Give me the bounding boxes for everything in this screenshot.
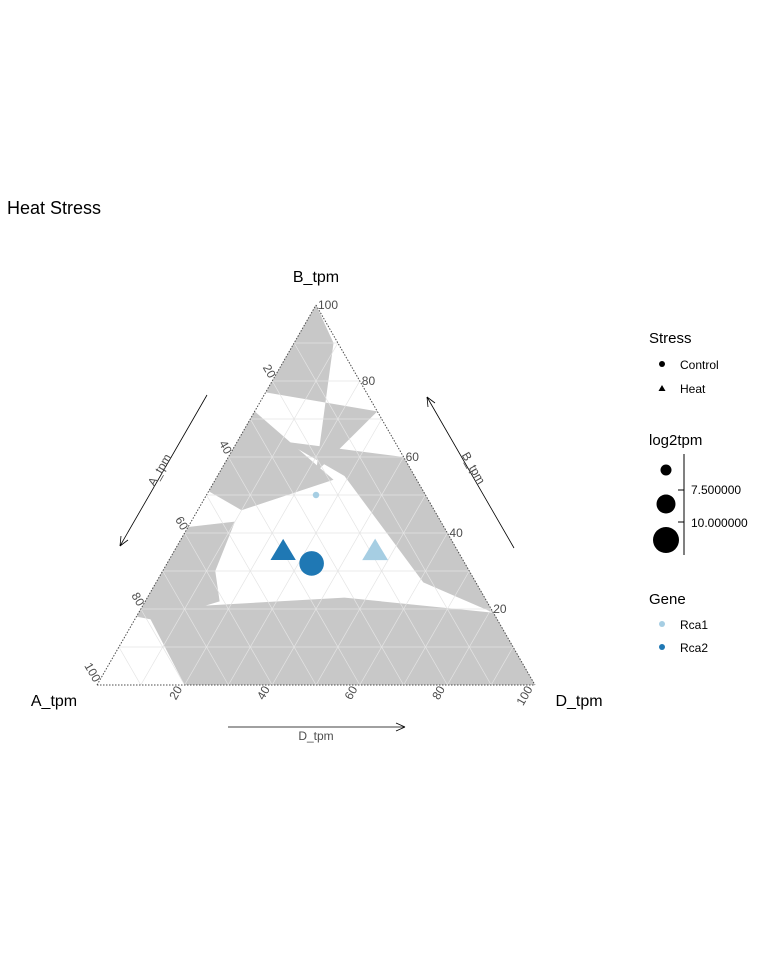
tick-b-20: 20 xyxy=(493,602,507,616)
grid-line-d xyxy=(490,646,514,686)
region-5 xyxy=(145,597,535,685)
point-rca1-control xyxy=(312,491,320,499)
axis-lines xyxy=(96,304,536,686)
grid-line-a xyxy=(140,608,185,686)
legend-size-medium xyxy=(656,494,676,514)
legend-size-label-2: 10.000000 xyxy=(691,516,748,530)
region-4 xyxy=(285,441,494,613)
vertex-label-b: B_tpm xyxy=(293,269,339,286)
tick-d-20: 20 xyxy=(166,683,185,702)
legend-rca1-symbol xyxy=(659,621,665,627)
edge-a-b xyxy=(96,304,317,686)
tick-d-100: 100 xyxy=(513,683,535,708)
tick-b-40: 40 xyxy=(449,526,463,540)
tick-b-80: 80 xyxy=(362,374,376,388)
legend-control-symbol xyxy=(659,361,665,367)
legend-rca1-label: Rca1 xyxy=(680,618,708,632)
tick-a-100: 100 xyxy=(81,660,103,685)
grid-line-d xyxy=(359,532,448,686)
grid-line-a xyxy=(118,646,142,686)
grid-line-d xyxy=(403,570,470,686)
legend-size: log2tpm 7.500000 10.000000 xyxy=(649,432,748,555)
edge-b-d xyxy=(315,304,536,686)
grid-lines xyxy=(118,342,514,686)
b-axis-arrow-label: B_tpm xyxy=(459,449,488,486)
grid-line-d xyxy=(228,418,383,686)
grid-line-a xyxy=(293,342,492,686)
region-1 xyxy=(208,411,334,511)
point-rca2-heat xyxy=(270,538,296,561)
legend-gene: Gene Rca1 Rca2 xyxy=(649,591,708,655)
legend-rca2-label: Rca2 xyxy=(680,641,708,655)
a-axis-arrow-label: A_tpm xyxy=(145,451,174,488)
tick-d-60: 60 xyxy=(342,683,361,702)
legend-size-label-1: 7.500000 xyxy=(691,483,741,497)
a-axis-arrow xyxy=(119,394,208,547)
legend-heat-symbol xyxy=(658,385,666,391)
legend-stress-title: Stress xyxy=(649,330,692,347)
tick-d-40: 40 xyxy=(254,683,273,702)
legend-heat-label: Heat xyxy=(680,382,706,396)
tick-b-100: 100 xyxy=(318,298,338,312)
grid-line-a xyxy=(184,532,273,686)
d-axis-arrow xyxy=(228,722,406,732)
grid-line-a xyxy=(162,570,229,686)
grid-line-d xyxy=(447,608,492,686)
tick-b-60: 60 xyxy=(406,450,420,464)
plot-area: 20 20 20 40 40 40 60 60 60 80 80 80 100 100 100 xyxy=(81,298,535,708)
tick-a-60: 60 xyxy=(172,514,191,533)
legend-gene-title: Gene xyxy=(649,591,686,608)
region-3 xyxy=(265,305,378,473)
b-axis-arrow xyxy=(426,396,515,549)
chart-title: Heat Stress xyxy=(7,198,101,218)
tick-a-40: 40 xyxy=(216,438,235,457)
legend-size-title: log2tpm xyxy=(649,432,702,449)
vertex-label-d: D_tpm xyxy=(555,693,602,710)
grid-line-a xyxy=(249,418,404,686)
legend-size-small xyxy=(660,464,672,476)
d-axis-arrow-label: D_tpm xyxy=(298,729,333,743)
vertex-label-a: A_tpm xyxy=(31,693,77,710)
grid-line-a xyxy=(206,494,317,686)
point-rca1-heat xyxy=(362,538,389,561)
grid-line-d xyxy=(140,342,339,686)
grid-line-d xyxy=(315,494,426,686)
tick-a-80: 80 xyxy=(129,590,148,609)
tick-d-80: 80 xyxy=(429,683,448,702)
tick-a-20: 20 xyxy=(260,362,279,381)
legend-size-large xyxy=(653,527,679,553)
data-points xyxy=(270,491,389,576)
legend-stress: Stress Control Heat xyxy=(649,330,719,396)
point-rca2-control xyxy=(299,551,324,576)
legend-rca2-symbol xyxy=(659,644,665,650)
legend-control-label: Control xyxy=(680,358,719,372)
